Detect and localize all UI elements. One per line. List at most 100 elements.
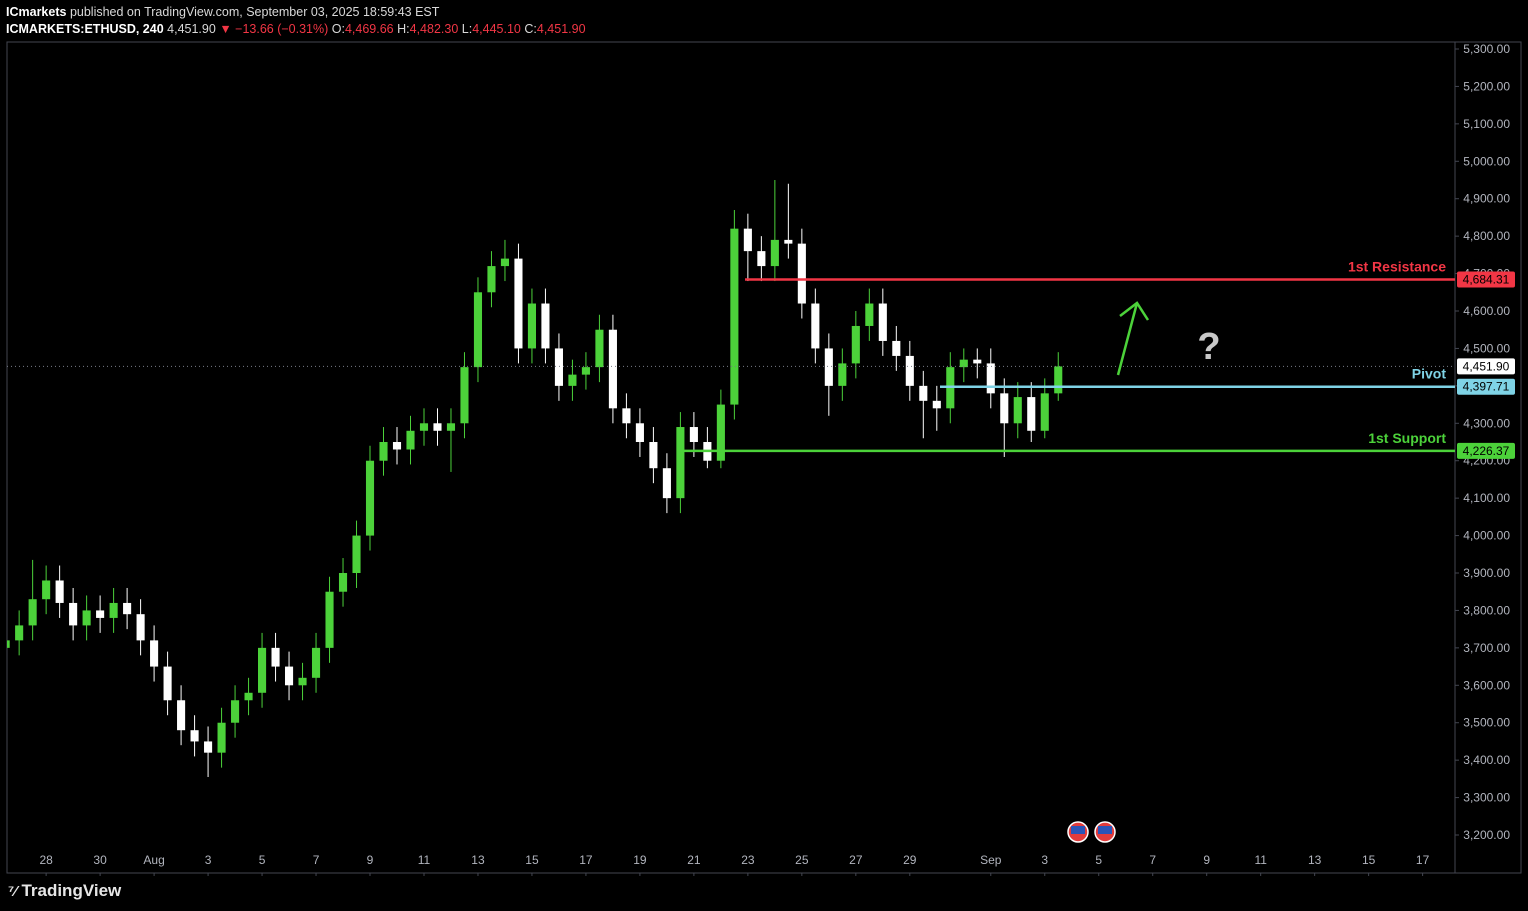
candle-body xyxy=(1040,393,1049,431)
candle-body xyxy=(662,468,671,499)
y-tick-label: 3,600.00 xyxy=(1463,678,1510,692)
axes: 3,200.00 3,300.00 3,400.00 3,500.00 3,600.00… xyxy=(39,42,1515,876)
candle-body xyxy=(42,580,51,600)
candle-body xyxy=(1000,393,1009,424)
candle-body xyxy=(7,640,10,648)
y-tick-label: 5,000.00 xyxy=(1463,154,1510,168)
candle-body xyxy=(204,741,213,753)
candle-body xyxy=(905,355,914,386)
candle-body xyxy=(554,348,563,386)
candle-body xyxy=(136,614,145,641)
candle-body xyxy=(217,722,226,753)
x-tick-label: Sep xyxy=(980,853,1002,867)
candle-body xyxy=(797,243,806,304)
candle-body xyxy=(514,258,523,349)
publish-info: ICmarkets published on TradingView.com, … xyxy=(6,5,439,19)
candle-body xyxy=(608,329,617,409)
candle-body xyxy=(770,239,779,267)
y-tick-label: 5,200.00 xyxy=(1463,79,1510,93)
candle-body xyxy=(568,374,577,386)
candle-body xyxy=(716,404,725,461)
level-name: 1st Support xyxy=(1368,430,1446,446)
level-tag xyxy=(1457,442,1515,459)
price: 4,451.90 xyxy=(167,22,216,36)
x-tick-label: 21 xyxy=(687,853,701,867)
candle-body xyxy=(284,666,294,686)
x-tick-label: 7 xyxy=(313,853,320,867)
candle-body xyxy=(622,408,631,424)
y-tick-label: 3,700.00 xyxy=(1463,641,1510,655)
candle-body xyxy=(419,423,429,431)
x-tick-label: 11 xyxy=(418,853,431,867)
y-tick-label: 3,300.00 xyxy=(1463,791,1510,805)
arrow xyxy=(1116,301,1150,376)
y-tick-label: 4,000.00 xyxy=(1463,529,1510,543)
candle-body xyxy=(379,442,388,461)
y-tick-label: 3,200.00 xyxy=(1463,828,1510,842)
x-tick-label: 13 xyxy=(1308,853,1322,867)
x-tick-label: 17 xyxy=(1416,853,1430,867)
candle-body xyxy=(743,228,752,252)
y-tick-label: 4,100.00 xyxy=(1463,491,1510,505)
level-tag xyxy=(1457,378,1515,395)
level-name: 1st Resistance xyxy=(1348,258,1446,274)
price-tag xyxy=(1457,358,1515,375)
x-tick-label: 19 xyxy=(633,853,647,867)
x-tick-label: 3 xyxy=(205,853,212,867)
ohlc-value: 4,451.90 xyxy=(536,22,586,36)
ohlc: O:4,469.66 H:4,482.30 L:4,445.10 C:4,451… xyxy=(332,22,586,36)
symbol: ICMARKETS:ETHUSD, 240 xyxy=(6,22,164,36)
y-tick-label: 4,800.00 xyxy=(1463,229,1510,243)
candle-body xyxy=(338,573,348,592)
symbol-info: ICMARKETS:ETHUSD, 240 4,451.90 ▼ −13.66 … xyxy=(6,22,586,36)
candle-body xyxy=(851,325,860,364)
candle-body xyxy=(244,692,253,701)
candle-body xyxy=(352,535,361,574)
candle-body xyxy=(96,610,105,618)
candle-body xyxy=(271,647,280,667)
ohlc-value: 4,445.10 xyxy=(472,22,521,36)
candle-body xyxy=(676,427,685,499)
change: ▼ −13.66 (−0.31%) xyxy=(219,22,329,36)
x-tick-label: 3 xyxy=(1041,853,1048,867)
candle-body xyxy=(28,599,37,626)
candle-body xyxy=(231,700,240,723)
event-icons xyxy=(1067,821,1116,843)
candle-body xyxy=(581,367,590,375)
candle-body xyxy=(811,303,820,349)
candle-body xyxy=(163,666,172,701)
y-tick-label: 4,300.00 xyxy=(1463,416,1510,430)
x-tick-label: 28 xyxy=(39,853,53,867)
y-tick-label: 3,400.00 xyxy=(1463,753,1510,767)
y-tick-label: 3,800.00 xyxy=(1463,603,1510,617)
candle-body xyxy=(311,647,321,678)
candle-body xyxy=(365,460,375,536)
x-tick-label: 15 xyxy=(1362,853,1376,867)
level-tag-label: 4,397.71 xyxy=(1463,380,1510,394)
frame xyxy=(6,41,1522,874)
candle-body xyxy=(392,442,402,450)
x-tick-label: 30 xyxy=(93,853,107,867)
candle-body xyxy=(595,329,604,368)
candle-body xyxy=(82,610,91,626)
candle-body xyxy=(757,251,766,267)
candle-body xyxy=(784,239,793,244)
brand-text: TradingView xyxy=(21,881,122,900)
candle-body xyxy=(527,303,536,349)
y-tick-label: 4,500.00 xyxy=(1463,341,1510,355)
y-tick-label: 4,600.00 xyxy=(1463,304,1510,318)
candle-body xyxy=(55,580,64,603)
candle-body xyxy=(150,640,159,667)
candle-body xyxy=(473,292,483,368)
candle-body xyxy=(649,442,658,469)
x-tick-label: 29 xyxy=(903,853,917,867)
ohlc-value: 4,469.66 xyxy=(344,22,394,36)
x-tick-label: Aug xyxy=(143,853,164,867)
x-tick-label: 9 xyxy=(1203,853,1210,867)
level-tag-label: 4,226.37 xyxy=(1463,444,1510,458)
candle-body xyxy=(177,700,186,731)
candle-body xyxy=(838,363,847,386)
publisher: ICmarkets xyxy=(6,5,67,19)
